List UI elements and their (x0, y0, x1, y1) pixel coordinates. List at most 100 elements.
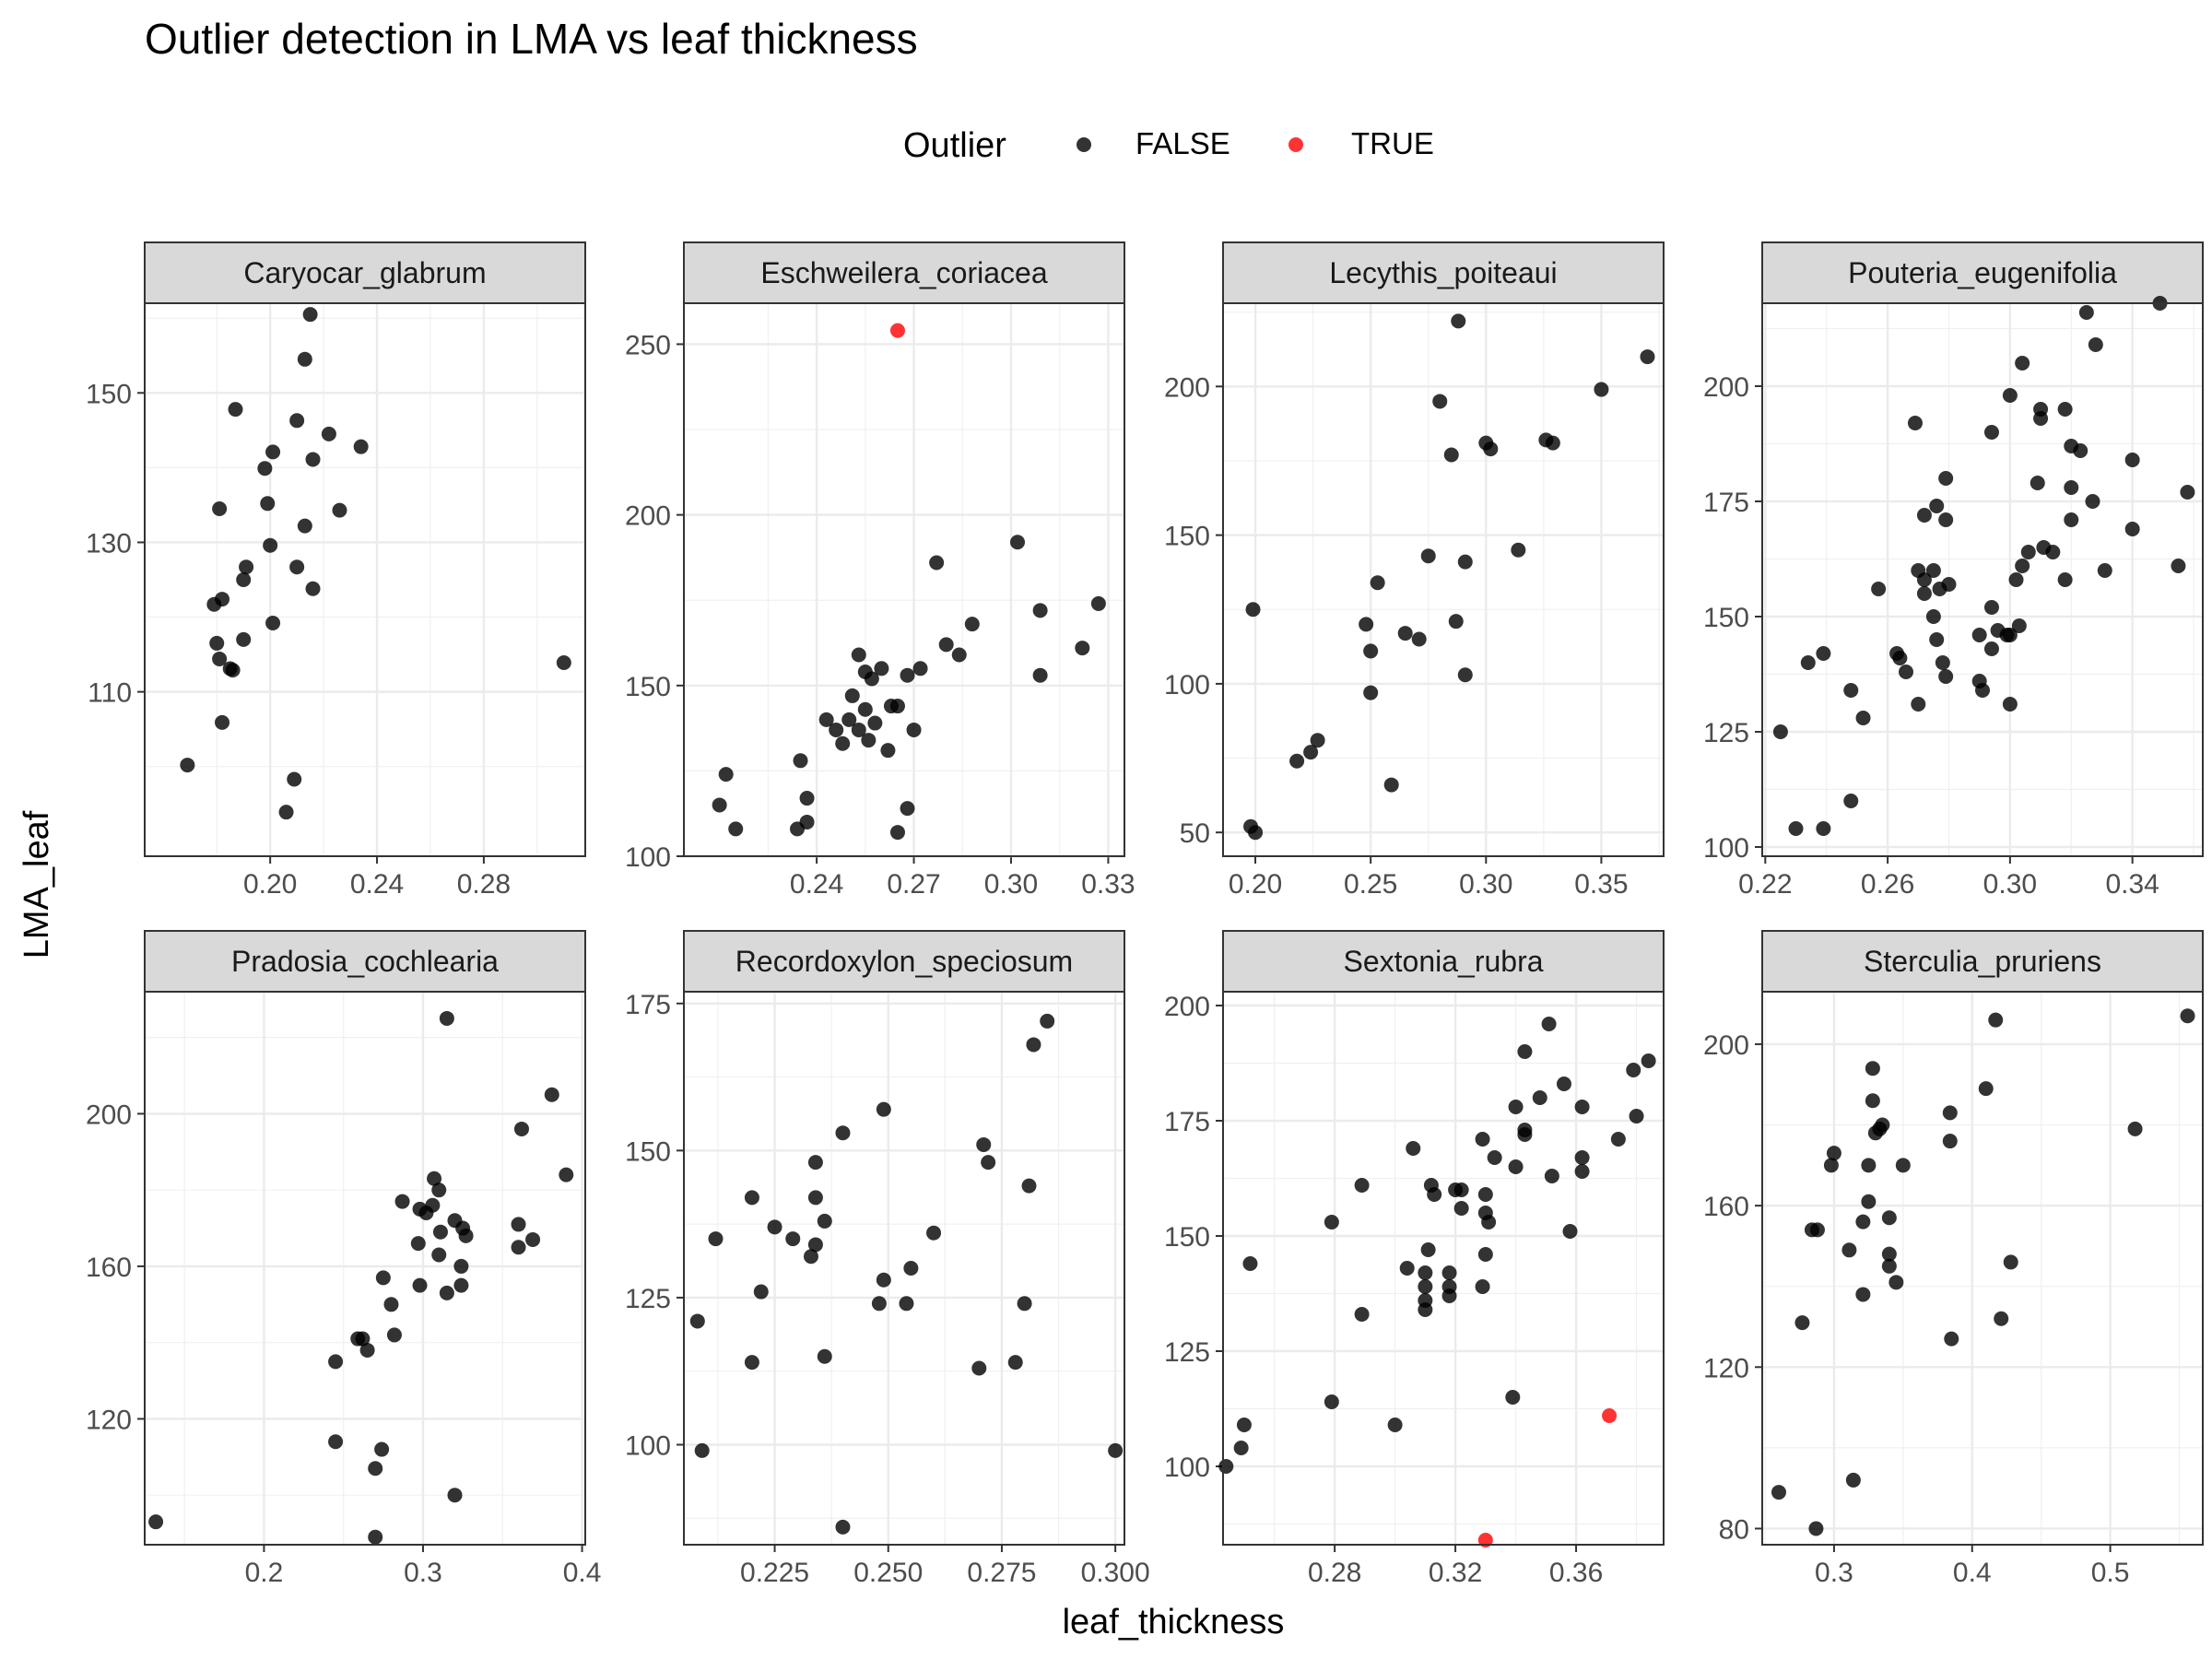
data-point (1855, 711, 1871, 725)
data-point (1574, 1100, 1590, 1114)
data-point (359, 1342, 375, 1358)
data-point (239, 559, 254, 575)
data-point (1441, 1265, 1457, 1280)
data-point (1090, 595, 1106, 611)
data-point (1026, 1037, 1041, 1053)
data-point (1218, 1459, 1234, 1474)
data-point (1938, 669, 1954, 684)
data-point (2124, 453, 2140, 467)
data-point (785, 1231, 801, 1247)
facet-strip (1222, 930, 1665, 993)
data-point (1418, 1265, 1433, 1280)
data-point (1399, 1261, 1415, 1276)
data-point (900, 801, 915, 817)
data-point (383, 1297, 399, 1312)
data-point (2127, 1121, 2143, 1136)
data-point (297, 351, 312, 367)
facet-strip-label: Sextonia_rubra (1343, 945, 1543, 978)
data-point (2064, 512, 2079, 527)
data-point (1640, 349, 1655, 365)
y-tick-label: 125 (1703, 718, 1749, 748)
data-point (1626, 1063, 1641, 1077)
data-point (236, 631, 252, 647)
data-point (1441, 1288, 1457, 1303)
legend-label-true: TRUE (1351, 126, 1434, 160)
data-point (753, 1284, 769, 1300)
data-point (981, 1155, 996, 1171)
data-point (694, 1442, 710, 1458)
data-point (2015, 356, 2030, 371)
x-tick-label: 0.225 (740, 1558, 809, 1588)
data-point (1845, 1472, 1861, 1488)
data-point (1938, 471, 1954, 486)
data-point (1475, 1132, 1490, 1147)
data-point (1324, 1394, 1339, 1409)
data-point (744, 1190, 759, 1206)
data-point (1359, 617, 1374, 632)
x-tick-label: 0.3 (404, 1558, 442, 1588)
data-point (817, 1348, 832, 1364)
y-tick-label: 200 (625, 501, 671, 532)
data-point (375, 1270, 391, 1286)
data-point (1453, 1182, 1469, 1197)
data-point (1925, 609, 1941, 624)
data-point (1978, 1081, 1994, 1097)
data-point (712, 797, 727, 813)
x-tick-label: 0.20 (243, 869, 297, 900)
data-point (1929, 632, 1945, 647)
data-point (2078, 305, 2094, 320)
x-tick-label: 0.22 (1738, 869, 1792, 900)
data-point (1932, 582, 1947, 596)
x-tick-label: 0.36 (1549, 1558, 1603, 1588)
x-tick-label: 0.4 (1953, 1558, 1992, 1588)
data-point (148, 1514, 164, 1530)
data-point (2064, 480, 2079, 495)
data-point (1629, 1109, 1644, 1124)
data-point (1477, 1247, 1493, 1262)
y-tick-label: 100 (625, 842, 671, 873)
data-point (708, 1231, 724, 1247)
data-point (938, 637, 954, 653)
y-tick-label: 125 (1164, 1337, 1210, 1368)
data-point (2030, 476, 2045, 490)
data-point (1911, 697, 1926, 712)
y-tick-label: 160 (86, 1253, 132, 1283)
data-point (1935, 655, 1950, 670)
data-point (305, 581, 321, 596)
data-point (1511, 542, 1526, 558)
data-point (1809, 1222, 1825, 1238)
data-point (209, 635, 225, 651)
data-point (439, 1010, 454, 1026)
data-point (2097, 563, 2112, 578)
data-point (431, 1247, 447, 1263)
data-point (926, 1225, 942, 1241)
data-point (2180, 1008, 2195, 1024)
data-point (278, 805, 294, 820)
data-point (841, 712, 857, 727)
data-point (903, 1261, 919, 1276)
data-point (1383, 777, 1399, 793)
data-point (1010, 535, 1026, 550)
data-point (2057, 572, 2073, 587)
legend-title: Outlier (903, 126, 1006, 165)
x-tick-label: 0.25 (1344, 869, 1397, 900)
x-tick-label: 0.20 (1229, 869, 1282, 900)
data-point (1929, 499, 1945, 513)
data-point (1420, 1242, 1436, 1257)
data-point (1641, 1053, 1656, 1068)
x-tick-label: 0.300 (1081, 1558, 1150, 1588)
data-point (1983, 641, 1999, 656)
data-point (1233, 1441, 1249, 1455)
data-point (1916, 586, 1932, 601)
y-tick-label: 150 (1164, 522, 1210, 552)
data-point (394, 1194, 410, 1209)
data-point (236, 572, 252, 587)
facet-strip-label: Pradosia_cochlearia (231, 945, 499, 978)
data-point (1574, 1150, 1590, 1165)
facet-Caryocar_glabrum: Caryocar_glabrum 0.20 0.24 0.28 110 130 150 (86, 241, 586, 900)
data-point (1772, 724, 1788, 739)
facet-strip (144, 241, 586, 304)
legend-key-true (1288, 137, 1303, 152)
data-point (851, 647, 866, 663)
